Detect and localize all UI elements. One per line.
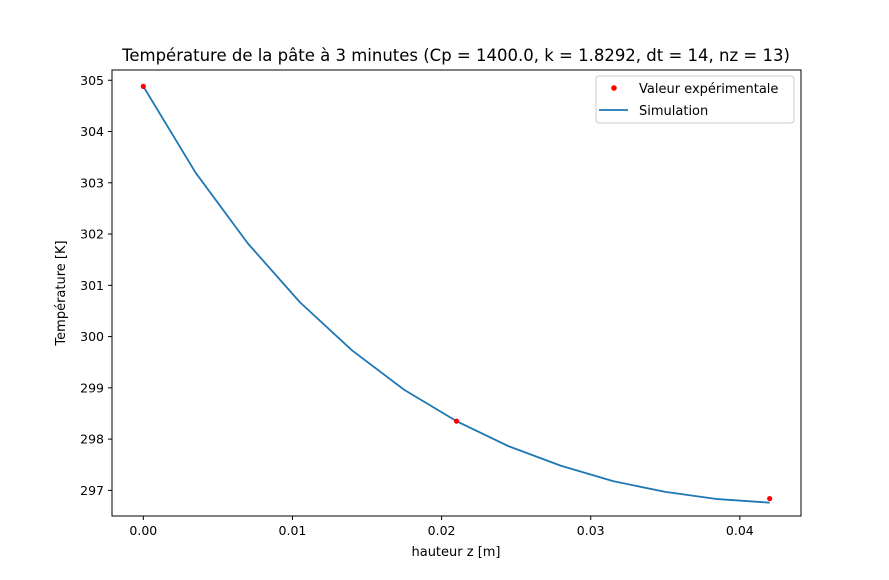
- y-tick-label: 303: [80, 175, 104, 190]
- chart-title: Température de la pâte à 3 minutes (Cp =…: [121, 46, 790, 65]
- y-axis-label: Température [K]: [54, 240, 69, 346]
- y-tick-label: 304: [80, 124, 104, 139]
- legend-label-experimental: Valeur expérimentale: [639, 82, 778, 97]
- x-tick-label: 0.03: [577, 523, 605, 538]
- experimental-point: [453, 418, 460, 424]
- y-tick-label: 301: [80, 278, 104, 293]
- y-tick-label: 297: [80, 483, 104, 498]
- y-axis: 297 298 299 300 301 302 303 304 305: [80, 73, 112, 498]
- legend-marker-experimental: [611, 85, 617, 91]
- y-tick-label: 305: [80, 73, 104, 88]
- x-axis-label: hauteur z [m]: [411, 545, 500, 560]
- plot-area: [111, 69, 802, 517]
- y-tick-label: 298: [80, 432, 104, 447]
- legend-box: [595, 75, 795, 124]
- x-tick-label: 0.01: [279, 523, 307, 538]
- y-tick-label: 300: [80, 329, 104, 344]
- legend-label-simulation: Simulation: [639, 104, 708, 119]
- series-layer: [140, 83, 773, 504]
- x-axis: 0.00 0.01 0.02 0.03 0.04: [129, 516, 754, 538]
- legend: Valeur expérimentale Simulation: [595, 75, 795, 124]
- y-tick-label: 302: [80, 227, 104, 242]
- x-tick-label: 0.04: [726, 523, 754, 538]
- y-tick-label: 299: [80, 380, 104, 395]
- experimental-point: [767, 495, 773, 502]
- x-tick-label: 0.02: [428, 523, 456, 538]
- x-tick-label: 0.00: [129, 523, 157, 538]
- experimental-point: [140, 83, 146, 89]
